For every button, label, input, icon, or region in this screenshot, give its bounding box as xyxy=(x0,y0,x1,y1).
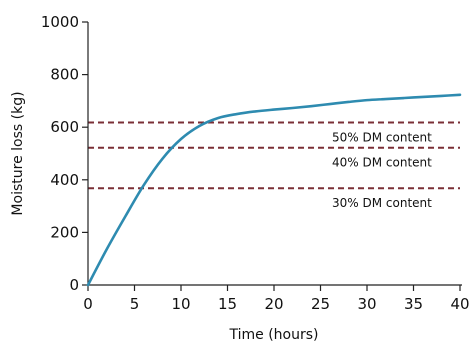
y-tick-label: 200 xyxy=(50,223,79,241)
y-tick-label: 400 xyxy=(50,171,79,189)
x-tick-label: 0 xyxy=(83,295,93,313)
reference-lines: 50% DM content 40% DM content 30% DM conte… xyxy=(88,121,460,210)
x-tick-label: 30 xyxy=(357,295,376,313)
x-tick-label: 35 xyxy=(404,295,423,313)
y-axis-title: Moisture loss (kg) xyxy=(10,91,26,215)
x-tick-label: 20 xyxy=(264,295,283,313)
x-tick-label: 5 xyxy=(130,295,140,313)
y-tick-label: 800 xyxy=(50,66,79,84)
x-axis-title: Time (hours) xyxy=(229,327,319,343)
y-tick-label: 0 xyxy=(69,276,79,294)
series xyxy=(86,93,462,287)
x-tick-label: 10 xyxy=(171,295,190,313)
y-tick-label: 600 xyxy=(50,118,79,136)
x-tick-label: 40 xyxy=(450,295,469,313)
moisture-loss-series-line xyxy=(86,93,462,287)
reference-line-label: 30% DM content xyxy=(332,196,432,210)
reference-line-label: 40% DM content xyxy=(332,156,432,170)
ticks: 0 200 400 600 800 1000 0 5 10 15 20 25 30 35 40 xyxy=(41,13,470,313)
reference-line-label: 50% DM content xyxy=(332,130,432,144)
x-tick-label: 15 xyxy=(218,295,237,313)
axes xyxy=(87,22,462,286)
y-tick-label: 1000 xyxy=(41,13,79,31)
x-tick-label: 25 xyxy=(311,295,330,313)
